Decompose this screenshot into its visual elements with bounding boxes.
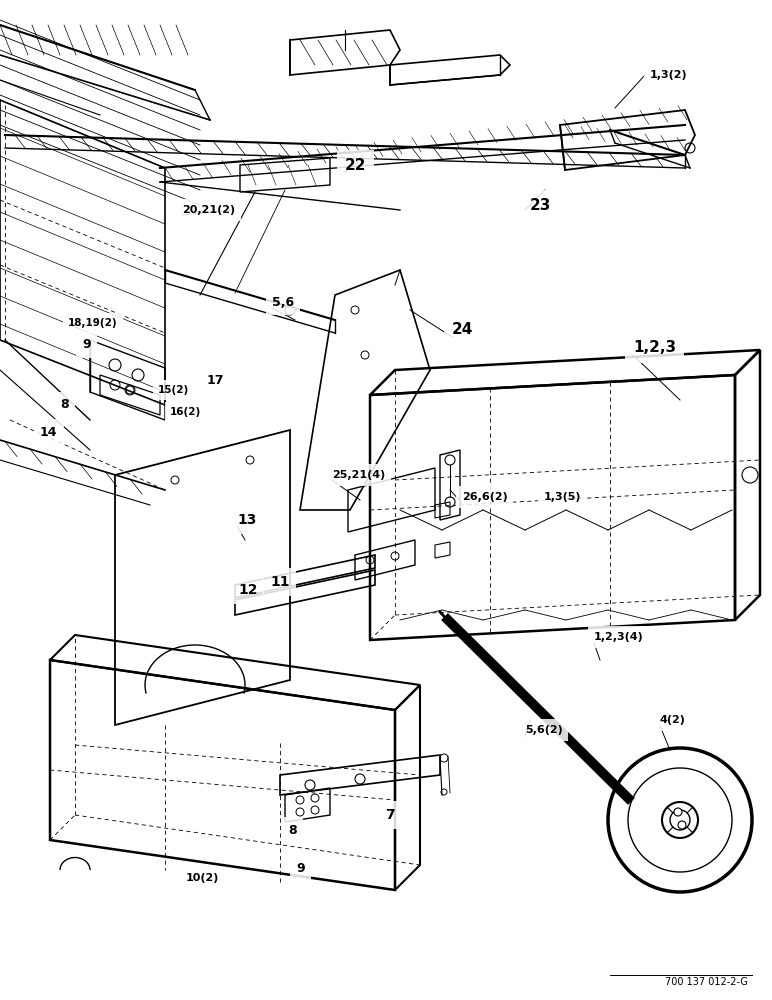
Text: 24: 24 [452,322,473,338]
Text: 20,21(2): 20,21(2) [182,205,235,215]
Text: 1,2,3(4): 1,2,3(4) [594,632,644,642]
Circle shape [674,808,682,816]
Text: 23: 23 [530,198,551,213]
Text: 16(2): 16(2) [170,407,201,417]
Text: 15(2): 15(2) [158,385,189,395]
Text: 9: 9 [296,861,305,874]
Text: 700 137 012-2-G: 700 137 012-2-G [665,977,748,987]
Text: 5,6: 5,6 [272,296,294,308]
Text: 8: 8 [288,824,296,836]
Text: 11: 11 [270,575,290,589]
Circle shape [678,821,686,829]
Text: 5,6(2): 5,6(2) [525,725,563,735]
Text: 9: 9 [82,338,90,352]
Text: 22: 22 [345,157,367,172]
Text: 1,3(5): 1,3(5) [544,492,581,502]
Text: 7: 7 [385,808,394,822]
Text: 25,21(4): 25,21(4) [332,470,385,480]
Text: 12: 12 [238,583,258,597]
Text: 17: 17 [207,373,225,386]
Text: 18,19(2): 18,19(2) [68,318,117,328]
Text: 26,6(2): 26,6(2) [462,492,508,502]
Text: 14: 14 [40,426,57,438]
Text: 1,3(2): 1,3(2) [650,70,688,80]
Text: 4(2): 4(2) [660,715,686,725]
Text: 8: 8 [60,398,69,412]
Text: 13: 13 [237,513,256,527]
Circle shape [670,810,690,830]
Text: 10(2): 10(2) [186,873,219,883]
Text: 1,2,3: 1,2,3 [633,340,676,356]
